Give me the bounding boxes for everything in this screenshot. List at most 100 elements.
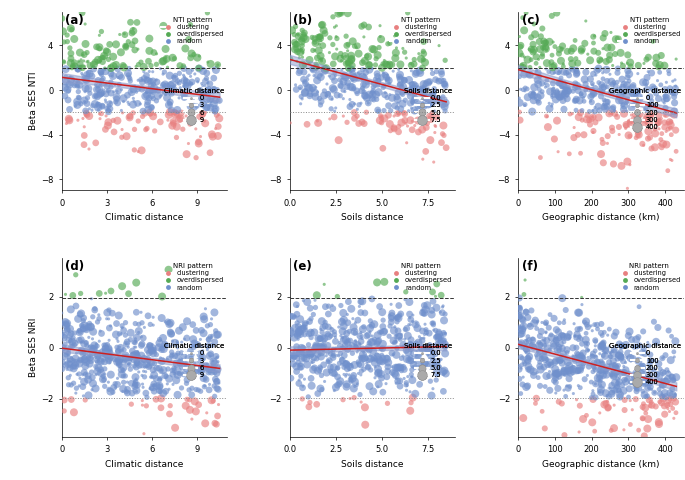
Point (610, 362, 621, 370)
Point (203, 336, 214, 343)
Point (347, 100, 358, 108)
Point (595, 87, 606, 95)
Point (379, 91, 390, 99)
Point (116, 86, 127, 94)
Point (598, 34, 609, 42)
Point (625, 357, 636, 365)
Point (651, 339, 662, 347)
Point (358, 74, 369, 82)
Point (417, 371, 428, 379)
Point (566, 365, 577, 373)
Point (329, 108, 340, 115)
Point (515, 340, 526, 348)
Point (66, 26, 77, 34)
Point (586, 394, 597, 401)
Point (122, 338, 133, 346)
Point (403, 356, 414, 363)
Point (398, 363, 409, 371)
Point (297, 53, 308, 61)
Point (661, 141, 672, 148)
Point (608, 79, 619, 86)
Point (199, 82, 210, 89)
Point (562, 384, 573, 392)
Point (94, 110, 105, 118)
Point (399, 48, 410, 56)
Point (529, 20, 540, 28)
Point (171, 123, 182, 131)
Point (129, 383, 140, 391)
Point (158, 70, 169, 78)
Point (608, 424, 619, 432)
Point (523, 366, 534, 373)
Point (586, 98, 597, 106)
Point (119, 31, 130, 38)
Point (590, 119, 601, 126)
Point (340, 32, 351, 40)
Point (602, 98, 613, 106)
Point (78, 392, 89, 400)
Point (581, 318, 592, 325)
Point (612, 385, 623, 393)
Point (122, 378, 133, 386)
Point (434, 333, 445, 341)
Point (286, 352, 297, 360)
Point (84, 68, 95, 76)
Point (209, 309, 220, 316)
Point (149, 387, 160, 395)
Point (294, 376, 305, 384)
Point (610, 363, 621, 371)
Point (610, 328, 621, 336)
Point (421, 124, 432, 132)
Point (656, 81, 667, 89)
Point (202, 9, 213, 17)
Point (308, 72, 319, 80)
Point (595, 329, 606, 337)
Point (521, 9, 532, 17)
Point (182, 396, 192, 403)
Point (162, 94, 173, 102)
Point (654, 398, 665, 406)
Point (131, 349, 142, 357)
Point (642, 392, 653, 400)
Point (315, 364, 326, 372)
Point (72, 101, 83, 109)
Point (666, 118, 677, 125)
Point (146, 374, 157, 382)
Point (646, 385, 657, 393)
Point (107, 72, 118, 80)
Point (308, 66, 319, 73)
Point (523, 333, 534, 340)
Point (201, 364, 212, 372)
Point (345, 336, 356, 344)
Point (60, 290, 71, 298)
Point (158, 88, 169, 96)
Point (107, 67, 118, 74)
Point (631, 111, 642, 119)
Point (553, 69, 564, 77)
Point (664, 389, 675, 396)
Point (375, 112, 386, 120)
Point (621, 92, 632, 99)
Point (434, 95, 445, 103)
Point (391, 351, 402, 359)
Point (338, 363, 349, 371)
X-axis label: Soils distance: Soils distance (341, 460, 404, 468)
Point (616, 381, 627, 389)
Point (553, 343, 564, 350)
Point (375, 345, 386, 352)
Point (305, 351, 316, 359)
Point (541, 320, 552, 328)
Point (577, 107, 588, 114)
Point (195, 108, 206, 116)
Point (667, 391, 678, 398)
Point (148, 384, 159, 391)
Point (63, 351, 74, 359)
Point (210, 105, 221, 113)
Point (649, 366, 660, 373)
Point (60, 361, 71, 369)
Point (580, 80, 591, 88)
Point (615, 353, 626, 360)
Point (358, 88, 369, 96)
Point (618, 358, 629, 365)
Point (353, 346, 364, 354)
